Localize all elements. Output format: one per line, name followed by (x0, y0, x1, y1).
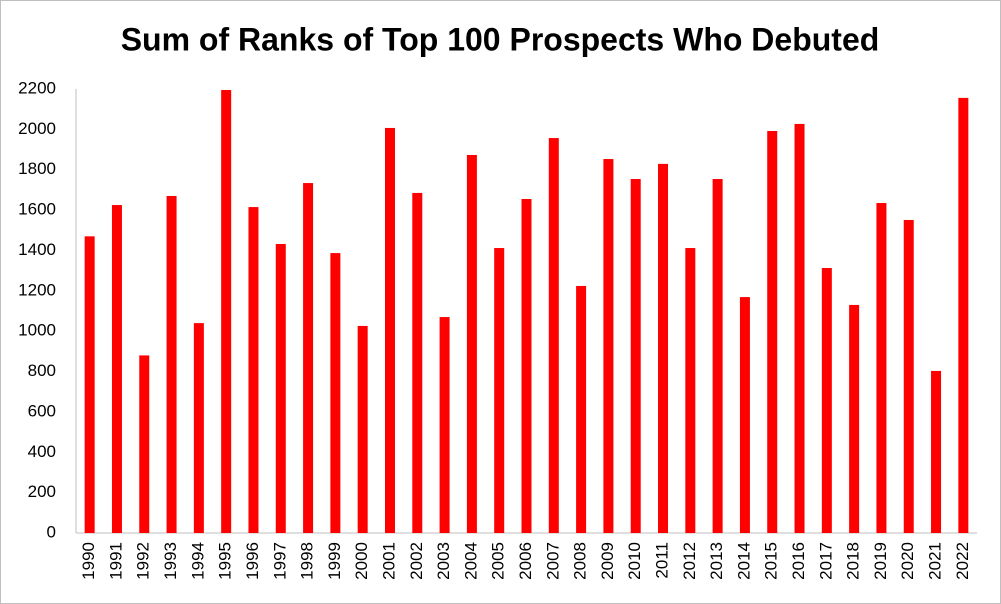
x-tick-label: 2008 (571, 542, 590, 580)
bar (685, 248, 696, 534)
y-tick-label: 1800 (18, 159, 56, 178)
bar (193, 323, 204, 533)
x-tick-label: 2021 (926, 542, 945, 580)
x-tick-label: 2005 (489, 542, 508, 580)
bar (221, 90, 232, 533)
bar (139, 355, 150, 533)
bar (630, 179, 641, 533)
bar (412, 192, 423, 533)
x-tick-label: 2003 (434, 542, 453, 580)
x-tick-label: 2006 (516, 542, 535, 580)
x-tick-label: 1991 (106, 542, 125, 580)
y-tick-label: 1200 (18, 280, 56, 299)
bar (658, 163, 669, 533)
x-tick-label: 2022 (953, 542, 972, 580)
y-tick-label: 2000 (18, 119, 56, 138)
bar (384, 127, 395, 533)
x-tick-label: 2014 (734, 542, 753, 580)
bar (521, 198, 532, 533)
y-tick-label: 800 (28, 361, 56, 380)
bar (439, 317, 450, 533)
x-tick-label: 1994 (188, 542, 207, 580)
y-tick-label: 2200 (18, 78, 56, 97)
x-tick-label: 2017 (816, 542, 835, 580)
y-tick-label: 1600 (18, 200, 56, 219)
x-tick-label: 1998 (298, 542, 317, 580)
bar (111, 205, 122, 533)
bar (494, 248, 505, 534)
x-tick-label: 1996 (243, 542, 262, 580)
y-tick-label: 400 (28, 442, 56, 461)
x-tick-label: 1990 (79, 542, 98, 580)
x-tick-label: 2013 (707, 542, 726, 580)
x-tick-label: 2019 (871, 542, 890, 580)
bar (931, 370, 942, 533)
x-tick-label: 2001 (379, 542, 398, 580)
bar (84, 236, 95, 533)
x-tick-label: 1992 (134, 542, 153, 580)
y-tick-label: 200 (28, 482, 56, 501)
bar (903, 219, 914, 534)
chart-title: Sum of Ranks of Top 100 Prospects Who De… (121, 21, 880, 57)
x-tick-label: 2004 (461, 542, 480, 580)
x-tick-label: 2010 (625, 542, 644, 580)
bar (767, 130, 778, 533)
bar (849, 304, 860, 533)
bar (821, 268, 832, 533)
bar (603, 159, 614, 533)
y-tick-label: 600 (28, 401, 56, 420)
bar (166, 195, 177, 534)
bar (739, 297, 750, 533)
bar (958, 97, 969, 533)
x-tick-label: 2015 (762, 542, 781, 580)
x-tick-label: 1997 (270, 542, 289, 580)
x-tick-label: 2012 (680, 542, 699, 580)
bar (794, 123, 805, 533)
x-tick-label: 2007 (543, 542, 562, 580)
x-tick-label: 2020 (898, 542, 917, 580)
bar (548, 138, 559, 534)
x-tick-label: 2000 (352, 542, 371, 580)
bar (876, 203, 887, 533)
bar (357, 325, 368, 533)
x-tick-label: 2011 (652, 542, 671, 579)
x-tick-label: 1993 (161, 542, 180, 580)
bar (712, 179, 723, 533)
y-tick-label: 1400 (18, 240, 56, 259)
x-tick-label: 2002 (407, 542, 426, 580)
bar (576, 285, 587, 533)
bar (330, 253, 341, 533)
y-tick-label: 0 (47, 522, 56, 541)
bar (275, 243, 286, 533)
x-tick-label: 1995 (216, 542, 235, 580)
bar (466, 154, 477, 533)
x-tick-label: 2018 (844, 542, 863, 580)
y-tick-label: 1000 (18, 321, 56, 340)
bar (248, 207, 259, 533)
x-tick-label: 2016 (789, 542, 808, 580)
bar (303, 183, 314, 533)
x-tick-label: 2009 (598, 542, 617, 580)
x-tick-label: 1999 (325, 542, 344, 580)
